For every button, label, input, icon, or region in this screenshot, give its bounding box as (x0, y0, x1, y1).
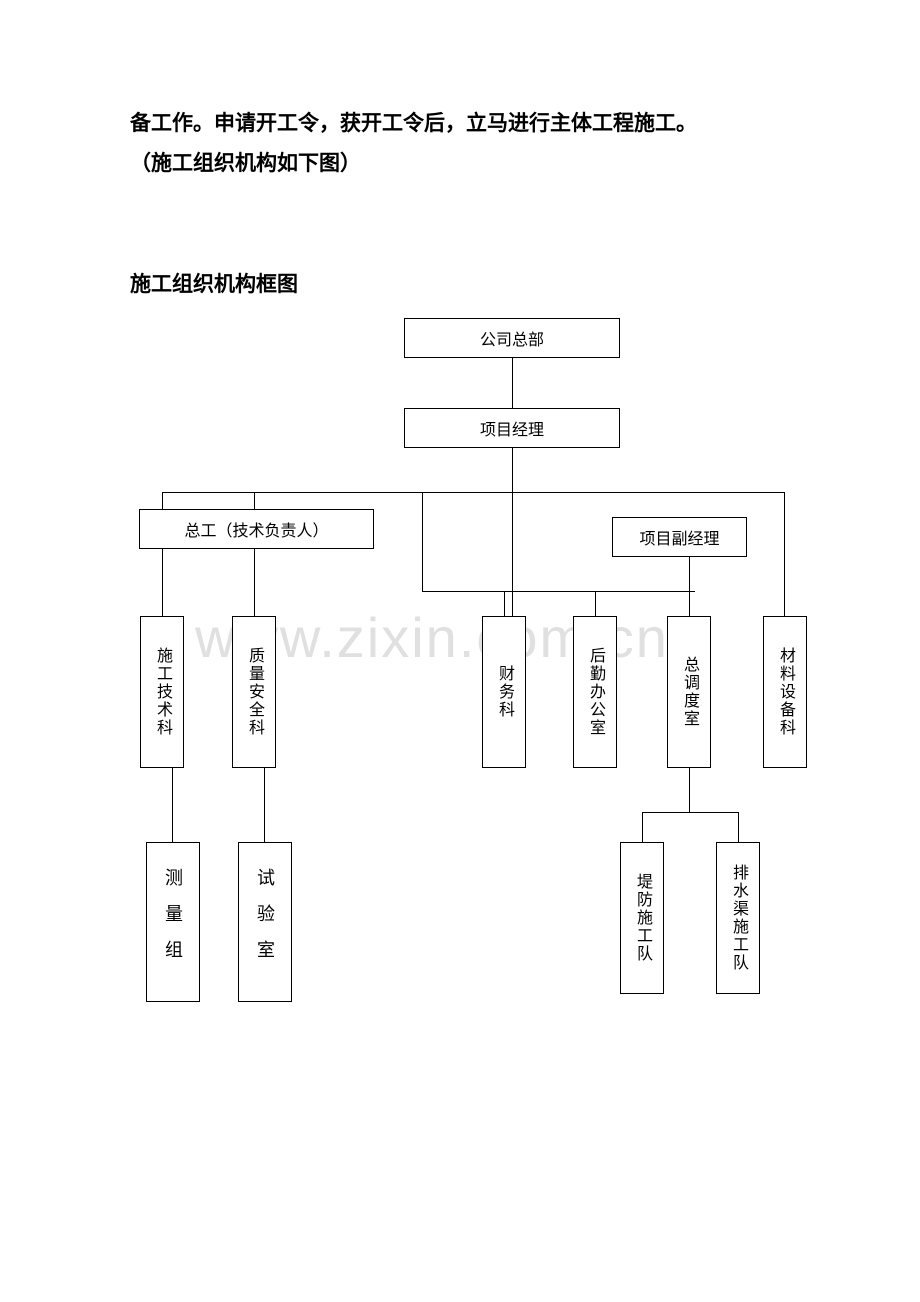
node-dispatch: 总调度室 (667, 616, 711, 768)
node-logistics: 后勤办公室 (573, 616, 617, 768)
node-tech: 施工技术科 (140, 616, 184, 768)
node-finance: 财务科 (482, 616, 526, 768)
node-drain: 排水渠施工队 (716, 842, 760, 994)
para-line1: 备工作。申请开工令，获开工令后，立马进行主体工程施工。 (130, 111, 697, 135)
connector-line (689, 557, 690, 591)
node-dike: 堤防施工队 (620, 842, 664, 994)
connector-line (422, 492, 423, 591)
node-deputy: 项目副经理 (612, 517, 747, 557)
node-qa: 质量安全科 (232, 616, 276, 768)
para-line2: （施工组织机构如下图） (130, 151, 361, 175)
connector-line (162, 492, 163, 509)
connector-line (172, 768, 173, 842)
connector-line (642, 812, 738, 813)
connector-line (738, 812, 739, 842)
connector-line (504, 591, 505, 616)
connector-line (595, 591, 596, 616)
diagram-heading: 施工组织机构框图 (130, 268, 298, 298)
node-hq: 公司总部 (404, 318, 620, 358)
connector-line (512, 448, 513, 492)
connector-line (689, 768, 690, 812)
connector-line (512, 492, 513, 616)
node-lab: 试验室 (238, 842, 292, 1002)
connector-line (422, 591, 695, 592)
node-materials: 材料设备科 (763, 616, 807, 768)
node-pm: 项目经理 (404, 408, 620, 448)
connector-line (162, 492, 784, 493)
node-survey: 测量组 (146, 842, 200, 1002)
connector-line (162, 549, 163, 616)
connector-line (264, 768, 265, 842)
intro-paragraph: 备工作。申请开工令，获开工令后，立马进行主体工程施工。 （施工组织机构如下图） (130, 104, 810, 184)
connector-line (254, 549, 255, 616)
connector-line (689, 591, 690, 616)
connector-line (784, 492, 785, 616)
connector-line (512, 358, 513, 408)
connector-line (254, 492, 255, 509)
node-chief: 总工（技术负责人） (139, 509, 374, 549)
connector-line (642, 812, 643, 842)
